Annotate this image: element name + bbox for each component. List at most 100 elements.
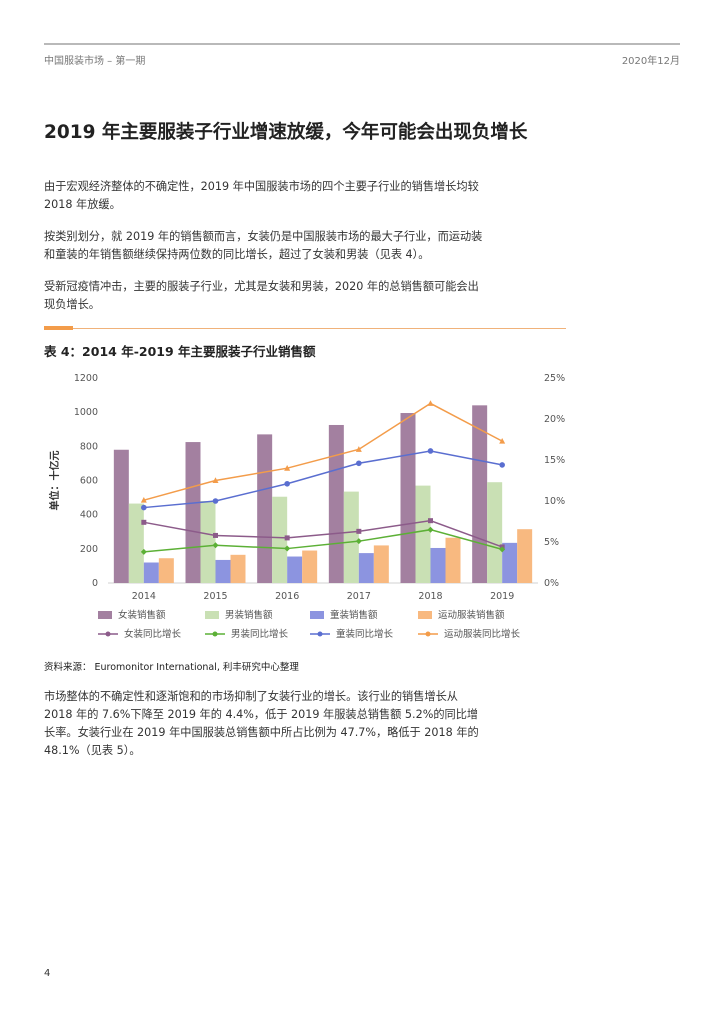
- bar-4: [158, 558, 174, 583]
- y-tick-label: 1200: [74, 373, 98, 384]
- paragraph-4: 市场整体的不确定性和逐渐饱和的市场抑制了女装行业的增长。该行业的销售增长从 20…: [44, 690, 479, 757]
- legend-label: 女装销售额: [118, 609, 166, 621]
- legend-label: 男装同比增长: [231, 628, 289, 640]
- bar-2: [272, 496, 288, 583]
- point-marker: [212, 498, 219, 504]
- bar-2: [200, 501, 216, 583]
- point-marker: [428, 518, 433, 524]
- legend-swatch: [310, 611, 324, 619]
- bar-1: [400, 413, 416, 583]
- bar-4: [373, 545, 389, 583]
- bar-1: [257, 434, 273, 583]
- point-marker: [212, 477, 219, 483]
- paragraph-1: 由于宏观经济整体的不确定性，2019 年中国服装市场的四个主要子行业的销售增长均…: [44, 180, 479, 211]
- point-marker: [140, 548, 147, 555]
- point-marker: [284, 465, 291, 471]
- point-marker: [284, 480, 290, 487]
- point-marker: [499, 546, 506, 553]
- x-tick-label: 2014: [132, 591, 156, 602]
- bar-2: [487, 482, 503, 583]
- header-rule: [44, 43, 680, 45]
- point-marker: [356, 460, 362, 467]
- y2-tick-label: 10%: [544, 496, 565, 507]
- chart-title: 表 4：2014 年-2019 年主要服装子行业销售额: [44, 344, 316, 359]
- bar-4: [445, 537, 461, 583]
- series-line-3: [143, 450, 503, 509]
- y2-tick-label: 15%: [544, 455, 565, 466]
- point-marker: [355, 446, 362, 452]
- bar-4: [230, 554, 246, 583]
- bar-2: [343, 491, 359, 583]
- legend-label: 童装销售额: [330, 609, 378, 621]
- point-marker: [499, 462, 505, 468]
- series-line-2: [143, 528, 503, 553]
- point-marker: [355, 538, 362, 545]
- sales-chart: 0 200 400 600 800 1000 1200 0% 5% 10% 15% 20% 25% 单位：…: [48, 373, 565, 640]
- header-left-text: 中国服装市场 – 第一期: [44, 56, 146, 67]
- point-marker: [427, 526, 434, 533]
- divider-rule: [44, 328, 566, 329]
- paragraph-3: 受新冠疫情冲击，主要的服装子行业，尤其是女装和男装，2020 年的总销售额可能会…: [44, 280, 479, 311]
- y-tick-label: 600: [80, 476, 98, 487]
- bar-4: [517, 529, 533, 583]
- y2-tick-label: 25%: [544, 373, 565, 384]
- point-marker: [499, 437, 506, 444]
- bar-3: [215, 559, 231, 583]
- bar-3: [502, 542, 518, 583]
- point-marker: [212, 542, 219, 549]
- y-tick-label: 800: [80, 441, 98, 452]
- bar-2: [415, 485, 431, 583]
- legend-marker: [105, 631, 111, 637]
- divider-accent: [44, 326, 73, 330]
- bar-1: [472, 405, 488, 583]
- x-tick-label: 2018: [418, 591, 442, 602]
- bar-2: [128, 503, 144, 583]
- page-number: 4: [44, 968, 51, 979]
- point-marker: [427, 400, 434, 406]
- legend-label: 男装销售额: [225, 609, 273, 621]
- bar-3: [430, 547, 446, 583]
- y-tick-label: 0: [92, 578, 98, 589]
- x-tick-label: 2015: [203, 591, 227, 602]
- bar-1: [328, 424, 344, 583]
- bar-3: [358, 553, 374, 583]
- paragraph-2: 按类别划分，就 2019 年的销售额而言，女装仍是中国服装市场的最大子行业，而运…: [44, 230, 483, 261]
- series-line-4: [143, 402, 503, 501]
- legend-marker: [425, 631, 431, 637]
- bar-3: [143, 562, 159, 583]
- point-marker: [141, 519, 147, 525]
- y-tick-label: 400: [80, 510, 98, 521]
- y2-tick-label: 20%: [544, 414, 565, 425]
- header-date: 2020年12月: [621, 56, 680, 67]
- y-tick-label: 1000: [74, 407, 98, 418]
- source-note: 资料来源： Euromonitor International, 利丰研究中心整…: [44, 662, 299, 673]
- legend-label: 童装同比增长: [336, 628, 394, 640]
- legend-label: 运动服装同比增长: [444, 628, 521, 640]
- point-marker: [284, 545, 291, 552]
- legend-label: 女装同比增长: [124, 628, 182, 640]
- bar-1: [113, 449, 129, 583]
- point-marker: [141, 504, 147, 511]
- bar-1: [185, 442, 201, 583]
- point-marker: [140, 496, 147, 503]
- x-tick-label: 2017: [347, 591, 371, 602]
- bar-4: [302, 550, 318, 583]
- bar-3: [287, 556, 303, 583]
- point-marker: [213, 532, 218, 538]
- y-axis-title: 单位：十亿元: [48, 451, 61, 511]
- series-line-1: [143, 519, 503, 548]
- point-marker: [427, 448, 434, 454]
- legend-swatch: [418, 611, 432, 619]
- legend-swatch: [205, 611, 219, 619]
- legend-swatch: [98, 611, 112, 619]
- section-title: 2019 年主要服装子行业增速放缓，今年可能会出现负增长: [44, 122, 528, 143]
- legend-label: 运动服装销售额: [438, 609, 505, 621]
- point-marker: [284, 535, 290, 541]
- y2-tick-label: 0%: [544, 578, 559, 589]
- y-tick-label: 200: [80, 544, 98, 555]
- legend-marker: [317, 631, 323, 637]
- point-marker: [356, 528, 362, 534]
- x-tick-label: 2016: [275, 591, 299, 602]
- legend-marker: [212, 631, 218, 637]
- y2-tick-label: 5%: [544, 537, 559, 548]
